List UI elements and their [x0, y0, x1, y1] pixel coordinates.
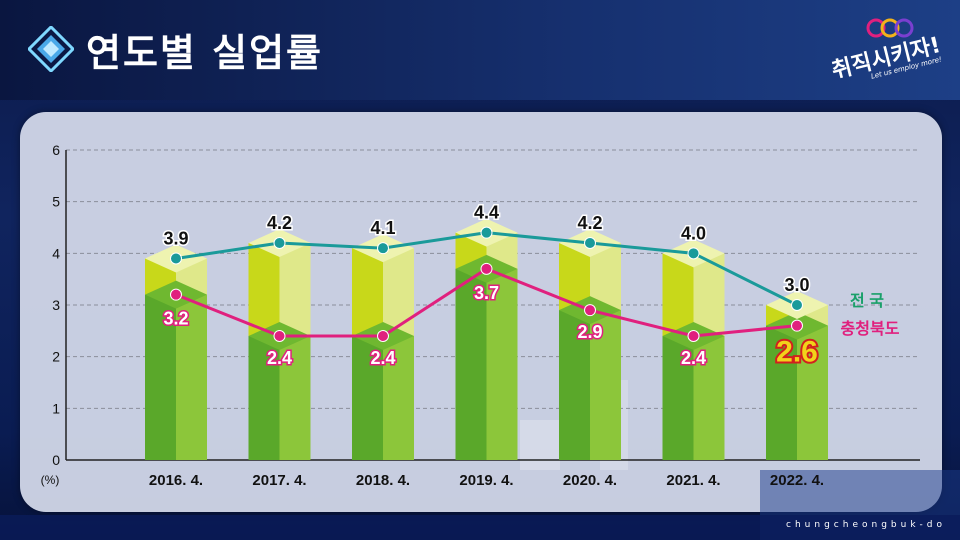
national-value-label: 4.0: [681, 223, 706, 243]
bar-lower-left: [248, 336, 280, 460]
chungbuk-value-label: 3.7: [474, 283, 499, 303]
bar: [766, 291, 828, 460]
chungbuk-value-label: 2.4: [370, 348, 395, 368]
brand-logo: 취직시키자! Let us employ more!: [829, 14, 948, 94]
chungbuk-point: [273, 330, 286, 342]
national-value-label: 3.9: [163, 229, 188, 249]
x-tick-label: 2016. 4.: [149, 472, 203, 489]
national-value-label: 4.4: [474, 203, 499, 223]
bar-lower-left: [662, 336, 694, 460]
bar-lower-right: [590, 310, 621, 460]
national-point: [687, 247, 700, 260]
chungbuk-point: [687, 330, 700, 342]
chungbuk-point: [791, 319, 803, 332]
chungbuk-value-label: 2.4: [267, 348, 292, 368]
legend-chungbuk: 충청북도: [841, 319, 900, 338]
bar-lower-right: [693, 336, 725, 460]
y-axis: 0 1 2 3 4 5 6 (%): [41, 142, 67, 487]
diamond-icon: [28, 26, 74, 72]
x-axis: 2016. 4. 2017. 4. 2018. 4. 2019. 4. 2020. 4.…: [149, 472, 824, 489]
bar: [662, 239, 725, 460]
chungbuk-value-label: 2.4: [681, 348, 706, 368]
bar-lower-right: [176, 294, 207, 460]
national-point: [791, 299, 803, 311]
header-band: [0, 0, 960, 100]
bar-lower-left: [559, 310, 590, 460]
chungbuk-point: [480, 262, 493, 275]
y-tick-label: 4: [52, 245, 60, 261]
y-axis-label: (%): [41, 473, 60, 487]
bar-lower-right: [797, 325, 828, 460]
national-value-label: 4.2: [267, 213, 292, 233]
national-point: [480, 226, 493, 239]
chart-bars: [145, 218, 828, 460]
national-point: [273, 237, 286, 249]
people-logo-icon: [866, 18, 914, 38]
page-title: 연도별 실업률: [86, 31, 323, 75]
chart-points: [170, 226, 803, 342]
chungbuk-point: [170, 288, 182, 301]
chungbuk-value-label: 2.9: [577, 322, 602, 342]
bar: [352, 234, 414, 460]
national-point: [377, 242, 389, 255]
y-tick-label: 2: [52, 349, 60, 365]
chungbuk-value-label: 2.6: [776, 336, 818, 369]
y-tick-label: 6: [52, 142, 60, 158]
national-value-label: 4.2: [577, 213, 602, 233]
bar: [145, 244, 207, 460]
national-value-label: 3.0: [784, 275, 809, 295]
y-tick-label: 1: [52, 400, 60, 416]
x-tick-label: 2020. 4.: [563, 472, 617, 489]
chungbuk-point: [377, 330, 389, 342]
bar: [455, 218, 518, 460]
national-point: [170, 252, 182, 265]
bar-lower-left: [145, 294, 176, 460]
chungbuk-point: [584, 304, 596, 317]
bar-lower-left: [455, 268, 487, 460]
legend-national: 전 국: [850, 292, 884, 310]
x-tick-label: 2018. 4.: [356, 472, 410, 489]
y-tick-label: 3: [52, 297, 60, 313]
bar: [559, 229, 621, 460]
bar-lower-right: [383, 336, 414, 460]
bar-lower-left: [352, 336, 383, 460]
x-tick-label: 2022. 4.: [770, 472, 824, 489]
national-value-label: 4.1: [370, 218, 395, 238]
x-tick-label: 2019. 4.: [459, 472, 513, 489]
footer-text: chungcheongbuk-do: [786, 520, 946, 530]
national-point: [584, 237, 596, 249]
x-tick-label: 2021. 4.: [666, 472, 720, 489]
bar-lower-right: [486, 268, 518, 460]
chart-data-labels: 3.9 4.2 4.1 4.4 4.2 4.0 3.0 3.2 2.4 2.4 3.7 2.9 2.4 2…: [162, 201, 820, 370]
x-tick-label: 2017. 4.: [252, 472, 306, 489]
chungbuk-value-label: 3.2: [163, 309, 188, 329]
y-tick-label: 0: [52, 452, 60, 468]
bar: [248, 229, 311, 460]
y-tick-label: 5: [52, 194, 60, 210]
bar-lower-right: [279, 336, 311, 460]
bar-lower-left: [766, 325, 797, 460]
